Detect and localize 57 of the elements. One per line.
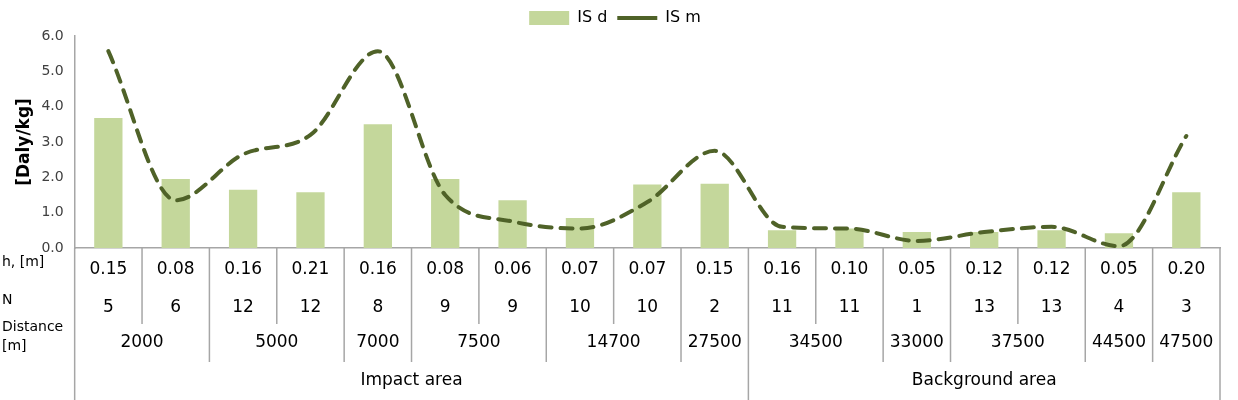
y-tick-label: 3.0: [41, 132, 64, 149]
text: Distance [m]: [2, 318, 64, 354]
bar: [970, 232, 999, 248]
text: 33000: [889, 331, 944, 352]
text: 7500: [457, 331, 501, 352]
text: 2000: [120, 331, 164, 352]
legend-label: IS m: [665, 7, 701, 27]
x-tick-label: 0.06 9: [493, 258, 532, 317]
x-tick-label: 0.10 11: [830, 258, 869, 317]
text: Background area: [911, 369, 1057, 390]
x-tick-label: 0.08 6: [156, 258, 195, 317]
x-tick-label: 0.21 12: [291, 258, 330, 317]
y-tick-label: 1.0: [41, 203, 64, 220]
bar: [363, 124, 392, 248]
bar: [835, 228, 864, 248]
y-tick-label: 0.0: [41, 238, 64, 255]
bar: [1172, 192, 1201, 248]
x-tick-label: 0.16 11: [763, 258, 802, 317]
text: 34500: [788, 331, 843, 352]
bar: [296, 192, 325, 248]
y-tick-label: 2.0: [41, 167, 64, 184]
x-tick-label: 0.12 13: [965, 258, 1004, 317]
bar: [633, 184, 662, 248]
text: 27500: [687, 331, 742, 352]
y-tick-label: 4.0: [41, 97, 64, 114]
bar: [498, 200, 527, 248]
text: Impact area: [360, 369, 463, 390]
text: 44500: [1091, 331, 1146, 352]
bar: [161, 179, 190, 248]
text: 37500: [990, 331, 1045, 352]
bar: [431, 179, 460, 248]
y-axis-title: [Daly/kg]: [12, 98, 33, 186]
x-tick-label: 0.16 12: [224, 258, 263, 317]
text: 47500: [1159, 331, 1214, 352]
legend-label: IS d: [577, 7, 608, 27]
bar: [700, 183, 729, 248]
x-tick-label: 0.05 4: [1100, 258, 1138, 317]
y-tick-label: 5.0: [41, 61, 64, 78]
text: 7000: [356, 331, 400, 352]
x-tick-label: 0.12 13: [1032, 258, 1071, 317]
text: h, [m] N: [2, 252, 45, 307]
x-tick-label: 0.20 3: [1167, 258, 1206, 317]
x-tick-label: 0.05 1: [897, 258, 936, 317]
x-tick-label: 0.15 5: [89, 258, 128, 317]
x-tick-label: 0.08 9: [426, 258, 465, 317]
x-tick-label: 0.07 10: [628, 258, 667, 317]
text: 14700: [586, 331, 641, 352]
bar: [1037, 230, 1066, 248]
bar: [94, 117, 123, 248]
bar: [228, 189, 258, 248]
x-tick-label: 0.07 10: [561, 258, 599, 317]
bar: [767, 230, 797, 248]
x-tick-label: 0.15 2: [695, 258, 734, 317]
y-tick-label: 6.0: [41, 26, 64, 43]
line-series: [106, 49, 1189, 248]
x-tick-label: 0.16 8: [358, 258, 397, 317]
text: 5000: [255, 331, 299, 352]
